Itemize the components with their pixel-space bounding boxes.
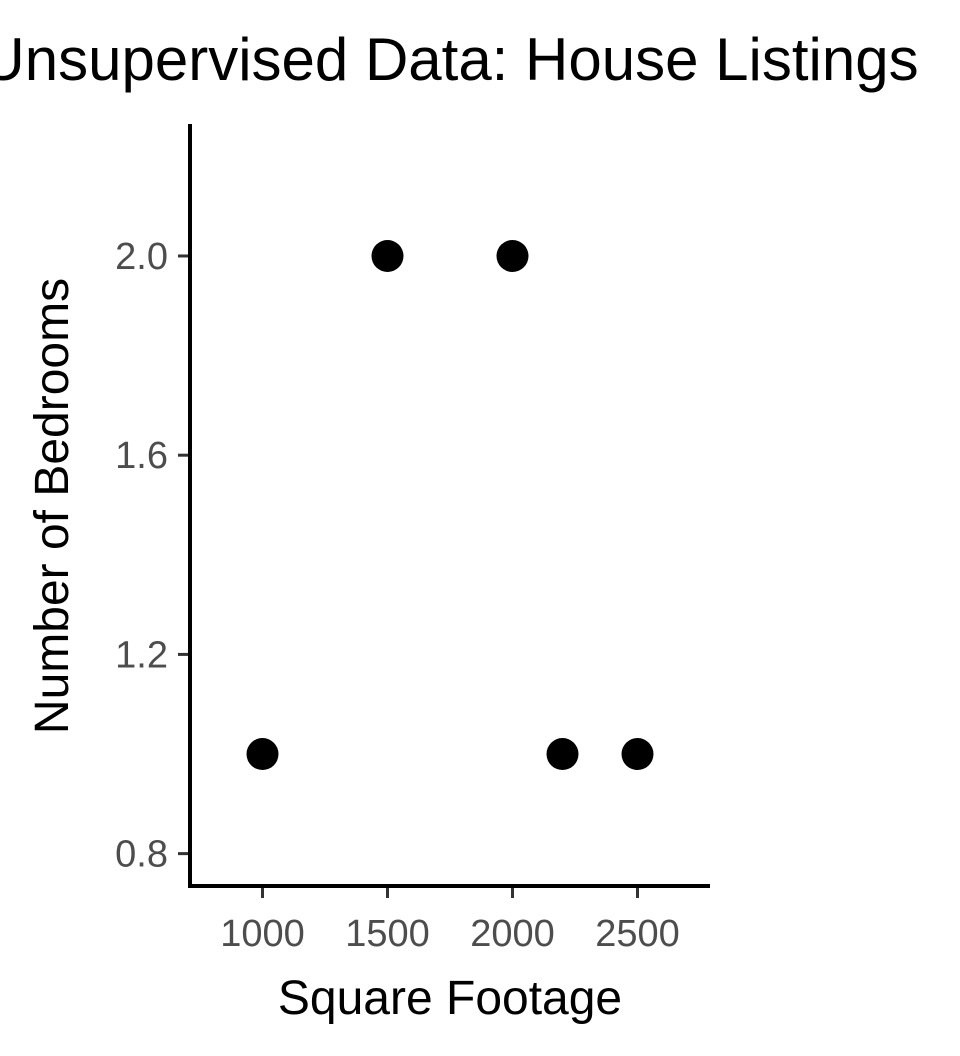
data-point (546, 738, 579, 771)
data-points (246, 239, 654, 771)
data-point (371, 239, 404, 272)
y-tick-label: 2.0 (115, 236, 168, 278)
x-tick-label: 2500 (595, 913, 680, 955)
y-axis-title: Number of Bedrooms (26, 278, 79, 734)
x-axis-ticks: 1000 1500 2000 2500 (220, 886, 680, 955)
y-tick-label: 1.6 (115, 435, 168, 477)
y-axis-ticks: 0.8 1.2 1.6 2.0 (115, 236, 190, 876)
data-point (621, 738, 654, 771)
x-tick-label: 1500 (345, 913, 430, 955)
data-point (496, 239, 529, 272)
x-tick-label: 2000 (470, 913, 555, 955)
y-tick-label: 0.8 (115, 834, 168, 876)
y-tick-label: 1.2 (115, 634, 168, 676)
chart-title: Unsupervised Data: House Listings (0, 26, 919, 93)
x-axis-title: Square Footage (278, 972, 622, 1025)
data-point (246, 738, 279, 771)
x-tick-label: 1000 (220, 913, 305, 955)
